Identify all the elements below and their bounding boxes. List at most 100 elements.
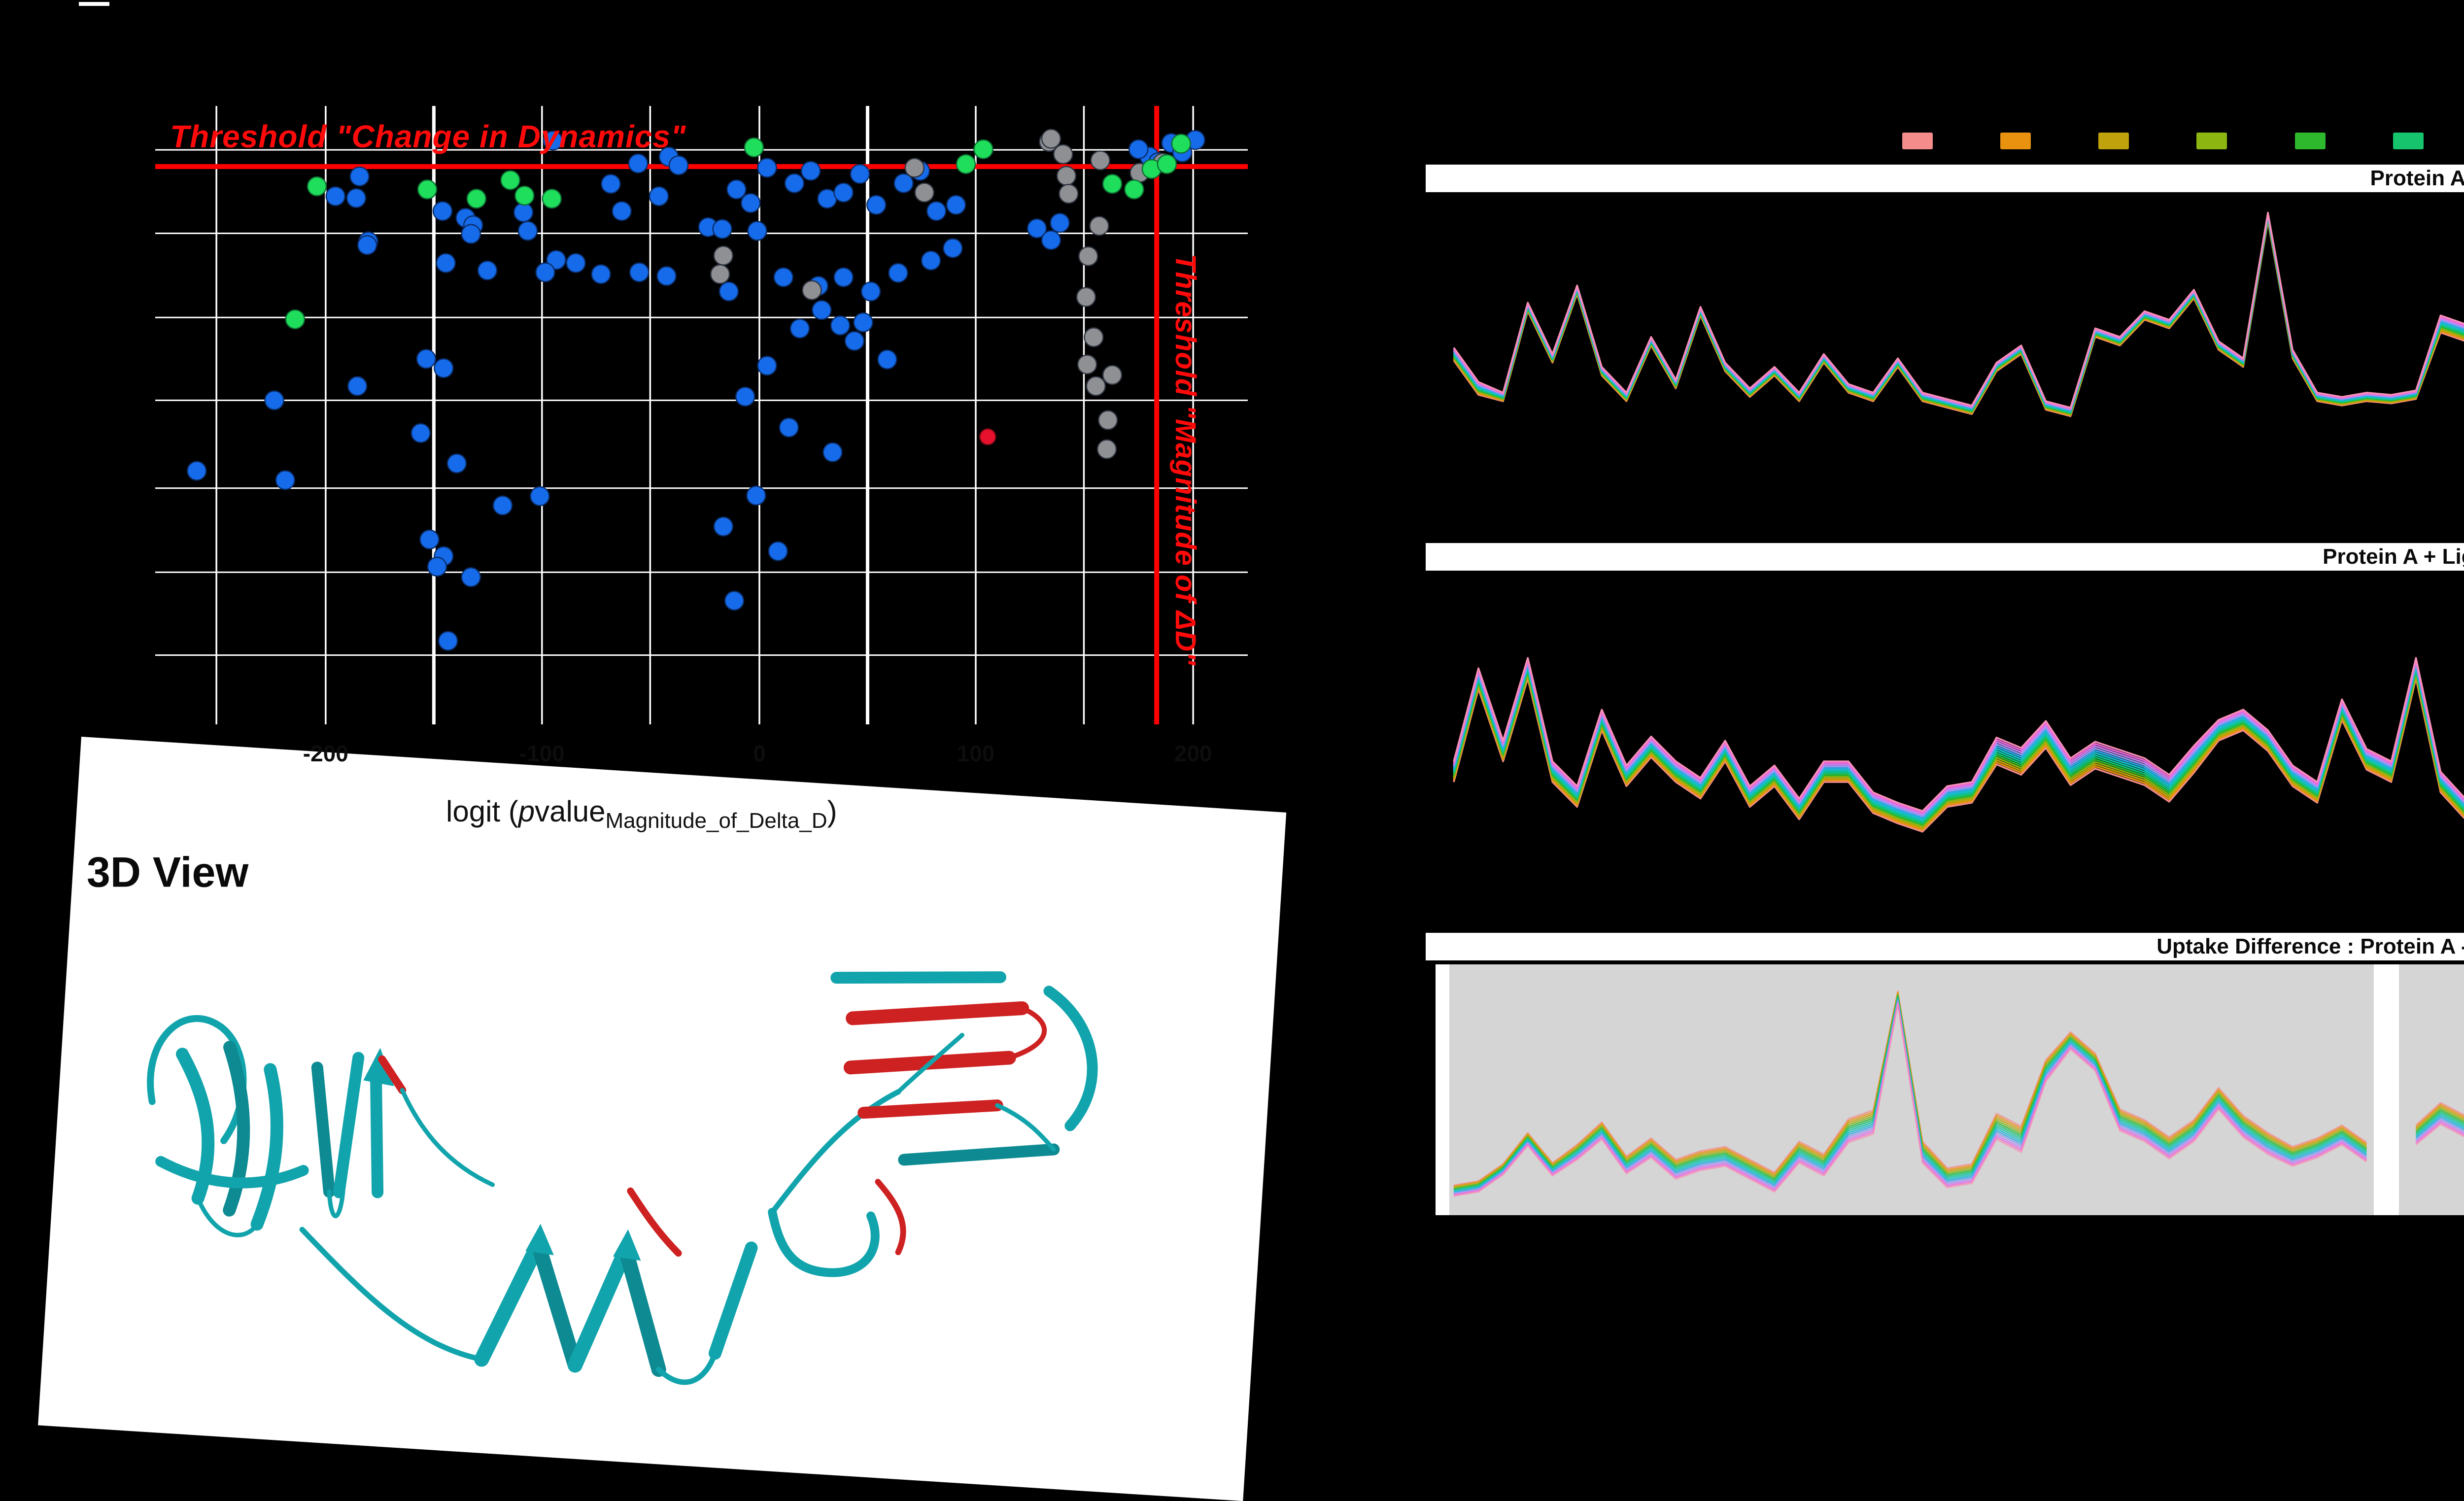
volcano-point-green[interactable] [467,189,486,208]
volcano-point-gray[interactable] [1057,167,1076,185]
volcano-point-blue[interactable] [613,202,631,220]
volcano-point-blue[interactable] [758,159,777,177]
volcano-point-gray[interactable] [1087,377,1105,396]
volcano-plot[interactable] [155,106,1248,724]
volcano-point-blue[interactable] [1051,213,1069,232]
volcano-point-blue[interactable] [719,282,738,301]
volcano-point-blue[interactable] [417,349,436,368]
volcano-point-blue[interactable] [514,203,533,222]
volcano-point-blue[interactable] [1129,140,1148,159]
volcano-point-green[interactable] [974,140,992,159]
volcano-point-gray[interactable] [1079,247,1097,266]
volcano-point-green[interactable] [1158,155,1176,173]
chart-protein-a-ligand[interactable] [1426,573,2464,904]
volcano-point-blue[interactable] [834,268,853,287]
legend-swatch-timepoint-4[interactable] [2196,133,2227,149]
volcano-point-blue[interactable] [347,189,366,207]
volcano-point-gray[interactable] [1091,151,1110,170]
volcano-point-gray[interactable] [802,281,821,300]
legend-swatch-timepoint-2[interactable] [2000,133,2031,149]
volcano-plot-canvas[interactable] [155,106,1248,724]
volcano-point-blue[interactable] [518,222,537,240]
volcano-point-blue[interactable] [851,165,869,183]
volcano-point-blue[interactable] [748,222,767,240]
volcano-point-blue[interactable] [601,174,620,193]
volcano-point-gray[interactable] [1059,184,1078,203]
volcano-point-blue[interactable] [650,187,668,205]
volcano-point-green[interactable] [957,155,975,173]
volcano-point-blue[interactable] [447,454,466,473]
volcano-point-blue[interactable] [758,356,777,375]
panel-3d-view[interactable]: 3D View [38,737,1286,1501]
volcano-point-green[interactable] [1125,180,1143,199]
volcano-point-green[interactable] [1103,174,1122,193]
volcano-point-blue[interactable] [736,387,754,406]
volcano-point-blue[interactable] [462,568,480,586]
volcano-point-blue[interactable] [727,180,746,199]
volcano-point-blue[interactable] [434,359,453,377]
volcano-point-blue[interactable] [567,254,585,273]
volcano-point-blue[interactable] [861,282,880,301]
volcano-point-blue[interactable] [265,391,284,409]
volcano-point-blue[interactable] [437,254,455,273]
volcano-point-blue[interactable] [854,313,873,332]
volcano-point-blue[interactable] [326,187,345,205]
volcano-point-blue[interactable] [780,418,798,437]
volcano-point-red[interactable] [980,429,995,444]
legend-swatch-timepoint-1[interactable] [1902,133,1933,149]
volcano-point-gray[interactable] [1097,440,1116,459]
volcano-point-gray[interactable] [1078,355,1096,374]
volcano-point-blue[interactable] [831,316,850,335]
chart-protein-a[interactable] [1426,194,2464,530]
volcano-point-green[interactable] [543,189,561,208]
volcano-point-gray[interactable] [1103,366,1122,384]
volcano-point-blue[interactable] [769,542,787,561]
volcano-point-gray[interactable] [1077,288,1095,307]
volcano-point-blue[interactable] [927,202,946,220]
volcano-point-blue[interactable] [350,167,369,186]
volcano-point-blue[interactable] [428,557,446,576]
volcano-point-blue[interactable] [713,220,732,239]
volcano-point-blue[interactable] [725,591,744,610]
volcano-point-gray[interactable] [1054,145,1072,164]
volcano-point-blue[interactable] [867,196,886,214]
volcano-point-blue[interactable] [493,496,512,515]
volcano-point-blue[interactable] [785,174,804,193]
volcano-point-blue[interactable] [348,377,367,396]
legend-swatch-timepoint-5[interactable] [2295,133,2326,149]
volcano-point-blue[interactable] [433,202,452,220]
volcano-point-blue[interactable] [657,267,676,285]
volcano-point-green[interactable] [515,186,534,205]
volcano-point-blue[interactable] [889,264,908,282]
volcano-point-green[interactable] [745,138,763,157]
volcano-point-green[interactable] [418,180,437,199]
volcano-point-blue[interactable] [530,487,549,506]
volcano-point-gray[interactable] [1042,130,1061,148]
volcano-point-gray[interactable] [905,159,924,177]
volcano-point-blue[interactable] [922,251,940,270]
volcano-point-blue[interactable] [592,265,611,283]
volcano-point-blue[interactable] [439,632,457,650]
volcano-point-green[interactable] [308,177,326,196]
volcano-point-blue[interactable] [629,154,648,173]
volcano-point-blue[interactable] [420,530,439,549]
volcano-point-blue[interactable] [630,263,649,282]
legend-swatch-timepoint-3[interactable] [2098,133,2129,149]
chart-uptake-difference[interactable] [1426,962,2464,1221]
volcano-point-blue[interactable] [187,461,206,480]
volcano-point-gray[interactable] [1090,216,1108,235]
volcano-point-blue[interactable] [462,225,480,243]
volcano-point-blue[interactable] [947,196,965,214]
volcano-point-gray[interactable] [714,246,733,265]
volcano-point-gray[interactable] [1084,328,1103,346]
volcano-point-green[interactable] [286,310,305,329]
volcano-point-blue[interactable] [834,183,853,202]
volcano-point-blue[interactable] [845,332,864,350]
volcano-point-blue[interactable] [536,263,554,282]
volcano-point-blue[interactable] [790,319,809,338]
volcano-point-blue[interactable] [669,156,688,174]
volcano-point-blue[interactable] [276,471,295,489]
volcano-point-blue[interactable] [943,239,962,258]
volcano-point-blue[interactable] [1042,231,1061,249]
legend-swatch-timepoint-6[interactable] [2393,133,2424,149]
